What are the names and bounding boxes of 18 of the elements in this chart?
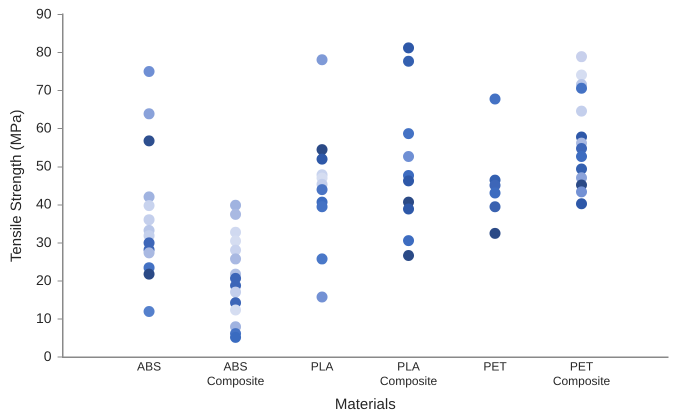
y-tick-label: 70 bbox=[36, 81, 52, 98]
x-tick-label: PET bbox=[483, 360, 508, 374]
x-tick-label: ABS Composite bbox=[206, 360, 265, 388]
y-tick-label: 50 bbox=[36, 158, 52, 174]
y-tick-label: 60 bbox=[36, 120, 52, 136]
y-tick-label: 90 bbox=[36, 5, 52, 22]
y-axis-title: Tensile Strength (MPa) bbox=[8, 110, 26, 262]
x-tick-label: PLA Composite bbox=[380, 360, 438, 388]
x-axis-title: Materials bbox=[334, 396, 396, 414]
x-tick-label: PLA bbox=[310, 360, 334, 374]
y-tick-label: 0 bbox=[44, 348, 52, 364]
y-tick-label: 80 bbox=[36, 43, 52, 60]
y-tick-label: 20 bbox=[36, 272, 52, 288]
y-tick-label: 10 bbox=[36, 310, 52, 326]
x-tick-label: ABS bbox=[137, 360, 162, 374]
x-tick-label: PET Composite bbox=[552, 360, 611, 388]
y-tick-label: 40 bbox=[36, 196, 52, 212]
y-tick-label: 30 bbox=[36, 234, 52, 250]
